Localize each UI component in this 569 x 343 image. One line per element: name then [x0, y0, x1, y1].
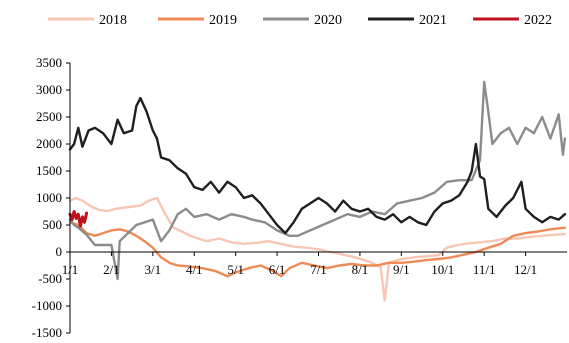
series-line-2019 [68, 221, 567, 278]
x-axis-ticks: 1/1 2/1 3/1 4/1 5/1 6/1 7/1 8/1 9/1 10/1 11/1 12/1 [62, 252, 537, 277]
x-tick-label: 3/1 [145, 262, 162, 277]
series-line-2021 [68, 96, 567, 235]
y-tick-label: 2500 [36, 109, 62, 124]
legend-label-2022: 2022 [524, 13, 552, 28]
plot-area [68, 80, 567, 302]
y-tick-label: 3000 [36, 82, 62, 97]
x-tick-label: 11/1 [473, 262, 496, 277]
y-tick-label: 2000 [36, 136, 62, 151]
y-tick-label: 0 [56, 244, 63, 259]
legend-label-2018: 2018 [99, 13, 127, 28]
x-tick-label: 9/1 [393, 262, 410, 277]
x-tick-label: 4/1 [186, 262, 203, 277]
legend-label-2021: 2021 [419, 13, 447, 28]
x-tick-label: 2/1 [103, 262, 120, 277]
legend-label-2019: 2019 [209, 13, 237, 28]
y-tick-label: -500 [38, 271, 62, 286]
series-line-2022 [68, 210, 89, 228]
y-tick-label: -1000 [32, 298, 62, 313]
y-tick-label: 3500 [36, 55, 62, 70]
y-tick-label: -1500 [32, 325, 62, 340]
y-tick-label: 1000 [36, 190, 62, 205]
x-tick-label: 8/1 [352, 262, 369, 277]
x-tick-label: 6/1 [269, 262, 286, 277]
y-tick-label: 500 [43, 217, 63, 232]
x-tick-label: 7/1 [310, 262, 327, 277]
legend: 2018 2019 2020 2021 2022 [48, 13, 552, 28]
y-axis-ticks: 3500 3000 2500 2000 1500 1000 500 0 -500 -1000 -15… [32, 55, 70, 340]
y-tick-label: 1500 [36, 163, 62, 178]
x-tick-label: 10/1 [431, 262, 454, 277]
series-line-2018 [68, 196, 567, 302]
x-tick-label: 5/1 [227, 262, 244, 277]
series-line-2020 [68, 80, 567, 281]
x-tick-label: 1/1 [62, 262, 79, 277]
x-tick-label: 12/1 [514, 262, 537, 277]
legend-label-2020: 2020 [314, 13, 342, 28]
